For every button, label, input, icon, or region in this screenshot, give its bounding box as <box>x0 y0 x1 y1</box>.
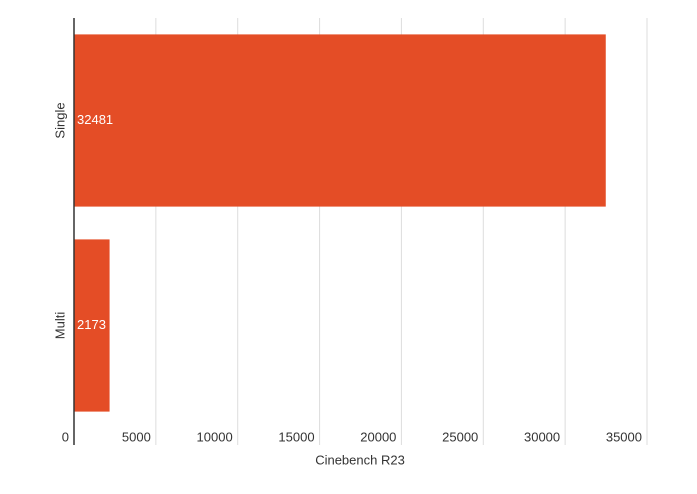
x-tick-label: 5000 <box>122 429 151 444</box>
x-tick-label: 35000 <box>606 429 642 444</box>
x-tick-label: 10000 <box>197 429 233 444</box>
y-tick-label: Single <box>52 102 67 138</box>
value-label: 32481 <box>77 112 113 127</box>
bar <box>74 239 110 412</box>
value-label: 2173 <box>77 317 106 332</box>
x-tick-label: 30000 <box>524 429 560 444</box>
y-tick-label: Multi <box>52 312 67 340</box>
bar <box>74 34 606 207</box>
x-tick-label: 15000 <box>278 429 314 444</box>
x-tick-label: 20000 <box>360 429 396 444</box>
x-tick-label: 0 <box>62 429 69 444</box>
x-tick-label: 25000 <box>442 429 478 444</box>
x-axis-title: Cinebench R23 <box>315 452 405 467</box>
